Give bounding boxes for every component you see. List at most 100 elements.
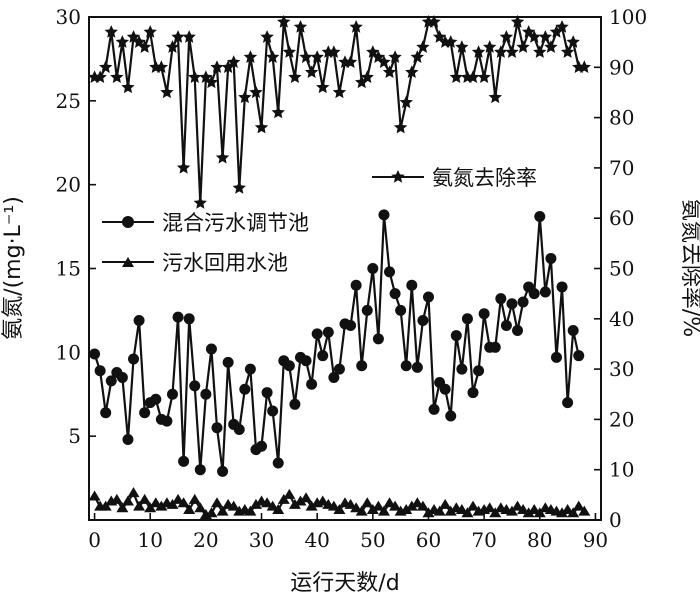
right-y-tick-label-9: 90: [609, 55, 634, 79]
point-reuse-tank-18: [188, 493, 201, 504]
x-tick-label-6: 60: [416, 528, 441, 552]
left-y-tick-label-1: 10: [56, 340, 81, 364]
x-tick-label-7: 70: [471, 528, 496, 552]
point-removal-rate-13: [160, 85, 174, 99]
point-mixing-tank-81: [539, 286, 551, 298]
x-axis: 0 10 20 30 40 50 60 70 80 90: [88, 513, 608, 552]
point-removal-rate-80: [533, 45, 547, 58]
point-mixing-tank-52: [378, 209, 390, 221]
point-mixing-tank-72: [489, 341, 501, 353]
x-tick-label-2: 20: [193, 528, 218, 552]
point-mixing-tank-39: [306, 378, 318, 390]
point-removal-rate-6: [121, 80, 135, 94]
series-mixing-tank: [89, 209, 585, 477]
left-y-tick-label-3: 20: [56, 173, 81, 197]
point-mixing-tank-76: [512, 325, 524, 337]
point-mixing-tank-64: [445, 410, 457, 422]
legend-entry-mixing-tank: 混合污水调节池: [102, 211, 309, 235]
point-mixing-tank-41: [317, 350, 329, 362]
legend: 氨氮去除率 混合污水调节池 污水回用水池: [102, 166, 537, 275]
x-axis-title: 运行天数/d: [290, 571, 399, 596]
point-mixing-tank-69: [473, 365, 485, 377]
point-mixing-tank-84: [556, 281, 568, 293]
point-removal-rate-81: [538, 30, 553, 43]
point-reuse-tank-63: [439, 498, 452, 509]
point-removal-rate-44: [332, 85, 347, 99]
point-mixing-tank-77: [517, 296, 529, 308]
x-tick-label-3: 30: [249, 528, 274, 552]
point-mixing-tank-1: [94, 365, 106, 377]
legend-circle-icon: [122, 216, 134, 228]
point-reuse-tank-22: [211, 497, 223, 508]
left-y-axis: 5 10 15 20 25 30: [56, 5, 96, 448]
point-removal-rate-23: [215, 150, 230, 164]
point-mixing-tank-30: [256, 440, 268, 452]
left-y-tick-label-4: 25: [56, 89, 81, 113]
point-mixing-tank-2: [100, 407, 112, 419]
point-mixing-tank-60: [422, 291, 434, 303]
point-mixing-tank-48: [356, 360, 368, 372]
right-y-tick-label-8: 80: [609, 106, 634, 130]
point-mixing-tank-5: [116, 371, 128, 383]
point-mixing-tank-44: [333, 363, 345, 375]
point-removal-rate-26: [232, 181, 246, 194]
point-mixing-tank-9: [139, 407, 151, 419]
point-removal-rate-65: [449, 70, 464, 84]
point-mixing-tank-51: [372, 333, 384, 345]
x-tick-label-4: 40: [304, 528, 329, 552]
point-mixing-tank-56: [400, 360, 412, 372]
left-y-tick-label-0: 5: [68, 424, 81, 448]
point-mixing-tank-23: [217, 465, 229, 477]
point-mixing-tank-73: [495, 293, 507, 305]
point-mixing-tank-8: [133, 314, 145, 326]
right-y-tick-label-1: 10: [609, 458, 634, 482]
legend-entry-removal-rate: 氨氮去除率: [372, 166, 537, 190]
legend-star-icon: [391, 170, 405, 183]
right-y-tick-label-0: 0: [609, 508, 622, 532]
point-mixing-tank-38: [300, 355, 312, 367]
right-y-tick-label-2: 20: [609, 407, 634, 431]
point-mixing-tank-21: [205, 343, 217, 355]
point-mixing-tank-3: [105, 375, 117, 387]
point-removal-rate-70: [477, 70, 491, 84]
point-reuse-tank-35: [283, 488, 296, 499]
x-tick-label-8: 80: [527, 528, 552, 552]
point-mixing-tank-42: [322, 326, 334, 338]
right-y-tick-label-7: 70: [609, 156, 634, 180]
point-mixing-tank-0: [89, 348, 101, 360]
left-y-axis-title: 氨氮/(mg·L⁻¹): [1, 196, 26, 340]
series-removal-rate: [87, 15, 592, 209]
point-mixing-tank-15: [172, 311, 184, 323]
point-mixing-tank-19: [194, 464, 206, 476]
point-mixing-tank-47: [350, 279, 362, 291]
x-tick-label-9: 90: [583, 528, 608, 552]
point-mixing-tank-36: [289, 398, 301, 410]
point-mixing-tank-46: [345, 320, 357, 332]
point-mixing-tank-86: [567, 325, 579, 337]
point-removal-rate-85: [560, 45, 575, 58]
point-mixing-tank-20: [200, 388, 212, 400]
point-reuse-tank-0: [88, 490, 101, 501]
point-removal-rate-30: [254, 120, 269, 134]
legend-label-removal-rate: 氨氮去除率: [432, 166, 537, 190]
point-mixing-tank-49: [361, 304, 373, 316]
right-y-tick-label-5: 50: [609, 257, 634, 281]
left-y-tick-label-2: 15: [56, 257, 81, 281]
point-reuse-tank-7: [127, 487, 140, 498]
point-removal-rate-72: [488, 90, 502, 104]
point-mixing-tank-80: [534, 211, 546, 223]
point-mixing-tank-40: [311, 328, 323, 340]
point-mixing-tank-75: [506, 298, 518, 310]
point-mixing-tank-82: [545, 252, 557, 264]
right-y-tick-label-10: 100: [609, 5, 647, 29]
point-removal-rate-38: [299, 50, 313, 63]
point-mixing-tank-57: [406, 279, 418, 291]
point-mixing-tank-58: [411, 361, 423, 373]
point-reuse-tank-9: [138, 493, 151, 504]
point-reuse-tank-49: [361, 497, 374, 508]
point-mixing-tank-27: [239, 383, 251, 395]
point-removal-rate-74: [499, 30, 514, 43]
legend-label-mixing-tank: 混合污水调节池: [162, 211, 309, 235]
right-y-tick-label-3: 30: [609, 357, 634, 381]
